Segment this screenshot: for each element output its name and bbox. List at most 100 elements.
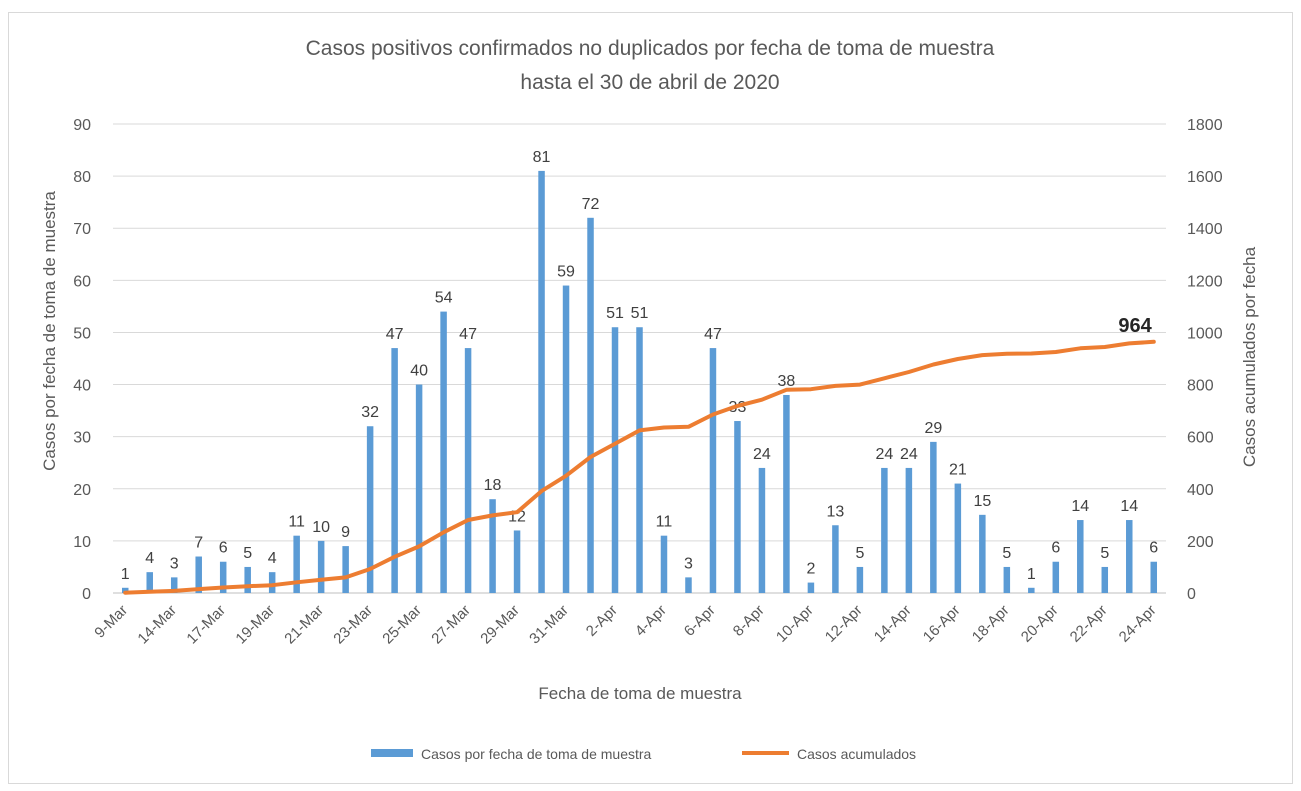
cumulative-line <box>123 339 1156 595</box>
x-tick-label: 2-Apr <box>583 602 621 640</box>
y-left-tick-label: 30 <box>73 430 91 447</box>
bar-data-label: 81 <box>533 149 551 166</box>
bar <box>979 514 986 593</box>
y-right-tick-label: 1400 <box>1187 221 1223 238</box>
bar-data-label: 14 <box>1071 498 1089 515</box>
bar <box>1003 566 1011 593</box>
bar-data-label: 24 <box>900 446 918 463</box>
bar <box>244 566 251 593</box>
bar <box>170 577 178 593</box>
y-right-tick-label: 1800 <box>1187 117 1223 134</box>
bar <box>783 394 790 593</box>
bar <box>415 384 423 593</box>
x-tick-label: 22-Apr <box>1067 602 1111 646</box>
x-tick-label: 20-Apr <box>1018 602 1062 646</box>
bar-data-label: 3 <box>684 555 693 572</box>
bar <box>219 561 227 593</box>
bar <box>195 556 202 593</box>
x-tick-label: 14-Apr <box>871 602 915 646</box>
x-tick-label: 29-Mar <box>477 602 523 648</box>
bar <box>342 546 349 593</box>
bar-data-label: 11 <box>656 514 673 531</box>
bar <box>562 285 570 593</box>
bar <box>538 170 545 593</box>
bar-data-label: 38 <box>778 373 796 390</box>
x-tick-label: 14-Mar <box>134 602 180 648</box>
bar <box>636 327 643 593</box>
bar-data-label: 5 <box>1100 545 1109 562</box>
x-tick-label: 24-Apr <box>1116 602 1160 646</box>
x-tick-label: 31-Mar <box>526 602 572 648</box>
bar <box>268 572 276 593</box>
x-tick-label: 17-Mar <box>183 602 229 648</box>
bar <box>489 499 496 593</box>
y-left-tick-label: 0 <box>82 586 91 603</box>
bar <box>1077 520 1084 593</box>
y-left-tick-label: 80 <box>73 169 91 186</box>
y-left-tick-label: 20 <box>73 482 91 499</box>
x-tick-label: 23-Mar <box>330 602 376 648</box>
bar-data-label: 40 <box>410 363 428 380</box>
y-right-tick-label: 800 <box>1187 378 1214 395</box>
x-tick-label: 25-Mar <box>379 602 425 648</box>
bar <box>881 467 888 593</box>
bar-data-label: 59 <box>557 264 575 281</box>
x-tick-label: 12-Apr <box>822 602 866 646</box>
bar-data-label: 4 <box>268 550 277 567</box>
y-left-tick-label: 50 <box>73 325 91 342</box>
bar <box>930 441 937 593</box>
y-right-tick-label: 600 <box>1187 430 1214 447</box>
x-tick-label: 19-Mar <box>232 602 278 648</box>
line-series: 9 6 4 <box>123 315 1156 595</box>
x-tick-label: 9-Mar <box>91 602 131 642</box>
bar-data-label: 6 <box>219 540 228 557</box>
bar-data-label: 1 <box>121 566 130 583</box>
bar <box>587 217 594 594</box>
bar <box>121 587 129 593</box>
y-right-tick-label: 0 <box>1187 586 1196 603</box>
bar <box>366 426 374 593</box>
bar <box>464 348 472 593</box>
y-right-tick-label: 1000 <box>1187 325 1223 342</box>
x-tick-label: 16-Apr <box>920 602 964 646</box>
y-axis-right-title: Casos acumulados por fecha <box>1240 246 1259 467</box>
x-tick-label: 8-Apr <box>730 602 768 640</box>
legend-bar-label: Casos por fecha de toma de muestra <box>421 746 652 762</box>
bar-data-label: 15 <box>973 493 991 510</box>
bar <box>1101 566 1109 593</box>
bar <box>391 348 398 593</box>
bar <box>611 327 619 593</box>
bar <box>1126 520 1133 593</box>
bar <box>905 467 913 593</box>
bar-data-label: 4 <box>145 550 154 567</box>
bar-data-label: 47 <box>386 326 404 343</box>
legend-bar-swatch <box>371 749 413 757</box>
y-left-tick-label: 40 <box>73 378 91 395</box>
bar <box>146 572 153 593</box>
bar-data-label: 1 <box>1027 566 1036 583</box>
bar-data-label: 13 <box>827 503 845 520</box>
legend: Casos por fecha de toma de muestra Casos… <box>371 746 916 762</box>
bar <box>758 467 766 593</box>
bar <box>685 577 692 593</box>
bar-data-label: 51 <box>606 305 624 322</box>
x-axis-title: Fecha de toma de muestra <box>538 684 742 703</box>
bar-data-label: 6 <box>1051 540 1060 557</box>
y-left-tick-label: 90 <box>73 117 91 134</box>
y-axis-right: 0 200 400 600 800 1000 1200 1400 1600 1800 <box>1187 117 1223 603</box>
bar-data-label: 51 <box>631 305 649 322</box>
y-left-tick-label: 10 <box>73 534 91 551</box>
y-right-tick-label: 400 <box>1187 482 1214 499</box>
bar-data-label: 9 <box>341 524 350 541</box>
bar <box>293 535 300 593</box>
x-tick-label: 18-Apr <box>969 602 1013 646</box>
bar-data-label: 10 <box>312 519 330 536</box>
x-tick-label: 4-Apr <box>632 602 670 640</box>
x-tick-label: 21-Mar <box>281 602 327 648</box>
bar-data-label: 54 <box>435 290 453 307</box>
bar-data-label: 2 <box>806 561 815 578</box>
x-tick-label: 27-Mar <box>428 602 474 648</box>
bar <box>832 525 839 593</box>
y-axis-left-title: Casos por fecha de toma de muestra <box>40 191 59 471</box>
